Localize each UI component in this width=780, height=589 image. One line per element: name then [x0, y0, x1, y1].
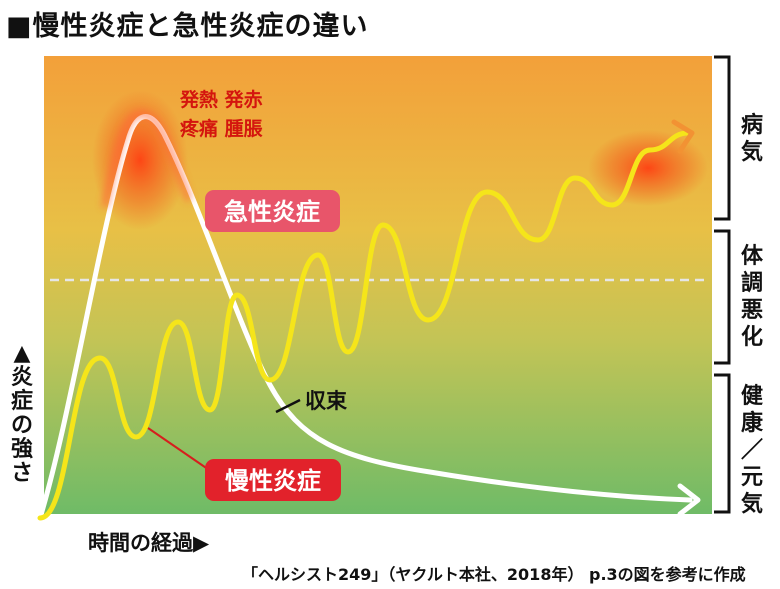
bracket-label-poor-condition: 体調悪化: [740, 244, 763, 350]
bracket-healthy: [714, 373, 731, 514]
source-note: 「ヘルシスト249」（ヤクルト本社、2018年） p.3の図を参考に作成: [242, 565, 746, 584]
chronic-inflammation-curve: [37, 130, 691, 521]
bracket-label-healthy: 健康／元気: [740, 384, 763, 517]
symptoms-line-1: 発熱 発赤: [179, 88, 263, 111]
chronic-end-arrowhead: [671, 119, 695, 154]
acute-label-box: [205, 190, 340, 232]
acute-end-arrowhead: [677, 483, 701, 517]
bracket-label-disease: 病気: [740, 113, 763, 165]
acute-peak-glow-stroke: [102, 110, 191, 208]
figure-title: ■慢性炎症と急性炎症の違い: [6, 11, 369, 42]
chronic-label: 慢性炎症: [225, 467, 321, 495]
y-axis-label: ▲炎症の強さ: [10, 341, 33, 486]
bracket-poor-condition: [714, 229, 731, 365]
resolution-label: 収束: [305, 389, 348, 413]
chronic-end-glow: [588, 130, 708, 206]
acute-inflammation-curve: [37, 114, 693, 521]
chronic-leader-line: [147, 427, 216, 475]
chronic-label-box: [205, 459, 341, 501]
resolution-leader-line: [275, 398, 301, 414]
symptoms-line-2: 疼痛 腫脹: [180, 117, 263, 140]
acute-peak-glow: [92, 90, 188, 230]
acute-label: 急性炎症: [224, 198, 320, 226]
x-axis-label: 時間の経過▶: [88, 531, 210, 555]
bracket-disease: [714, 55, 731, 221]
